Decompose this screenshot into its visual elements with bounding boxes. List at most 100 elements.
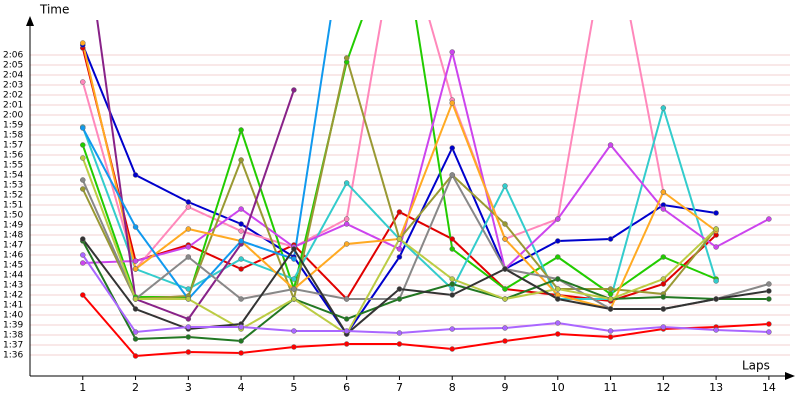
point [132,224,139,230]
point [502,236,508,242]
point [449,286,455,292]
point [555,216,561,222]
point [449,145,455,151]
point [766,329,772,335]
point [660,189,667,195]
point [396,341,403,347]
y-tick-label: 2:04 [3,71,23,81]
series-line [82,51,770,271]
point [238,296,244,302]
point [396,296,403,302]
y-tick-label: 1:51 [3,201,23,211]
y-tick-label: 1:43 [3,281,23,291]
point [238,266,244,272]
y-tick-label: 1:39 [3,321,23,331]
y-tick-label: 1:52 [3,191,23,201]
point [80,177,86,183]
point [502,325,508,331]
point [238,228,244,234]
point [291,344,297,350]
point [185,226,192,232]
series-line [81,20,665,272]
point [502,221,508,227]
series-line [96,20,295,321]
point [555,331,561,337]
point [132,266,139,272]
y-tick-label: 1:54 [3,171,23,181]
point [396,330,403,336]
point [185,244,192,250]
point [766,216,772,222]
y-tick-label: 1:50 [3,211,23,221]
point [502,266,508,272]
point [660,206,667,212]
y-tick-label: 1:42 [3,291,23,301]
point [343,221,350,227]
y-tick-label: 1:58 [3,131,23,141]
y-tick-label: 2:03 [3,81,23,91]
point [555,286,561,292]
point [607,142,614,148]
y-tick-label: 1:46 [3,251,23,261]
y-tick-label: 1:38 [3,331,23,341]
point [449,281,455,287]
series-line [81,42,717,311]
point [713,226,719,232]
point [80,40,86,46]
y-tick-label: 1:49 [3,221,23,231]
point [396,209,403,215]
point [132,306,139,312]
y-tick-label: 1:48 [3,231,23,241]
y-tick-label: 1:55 [3,161,23,171]
point [238,324,244,330]
point [607,296,614,302]
point [555,276,561,282]
point [343,296,350,302]
point [238,157,244,163]
point [291,286,297,292]
point [607,291,614,297]
y-tick-label: 2:05 [3,61,23,71]
y-tick-label: 1:41 [3,301,23,311]
x-tick-label: 8 [449,381,456,394]
x-tick-label: 12 [656,381,670,394]
point [449,276,455,282]
point [238,350,244,356]
point [185,204,192,210]
x-tick-label: 3 [185,381,192,394]
point [185,286,192,292]
x-tick-label: 7 [396,381,403,394]
y-tick-label: 2:01 [3,101,23,111]
point [132,336,139,342]
point [502,296,508,302]
point [555,254,561,260]
x-tick-label: 10 [551,381,565,394]
point [185,316,192,322]
point [238,127,244,133]
point [449,49,455,55]
y-tick-label: 1:44 [3,271,23,281]
point [238,256,244,262]
point [396,246,403,252]
point [291,256,297,262]
x-axis-label: Laps [742,359,770,373]
y-arrow [26,16,34,26]
point [713,210,719,216]
point [766,296,772,302]
point [713,278,719,284]
y-tick-label: 1:53 [3,181,23,191]
x-tick-label: 13 [709,381,723,394]
point [660,306,667,312]
point [607,328,614,334]
point [185,296,192,302]
y-tick-label: 1:59 [3,121,23,131]
point [291,276,297,282]
point [713,296,719,302]
point [132,296,139,302]
point [185,254,192,260]
point [449,100,455,106]
point [555,296,561,302]
point [555,238,561,244]
point [80,79,86,85]
